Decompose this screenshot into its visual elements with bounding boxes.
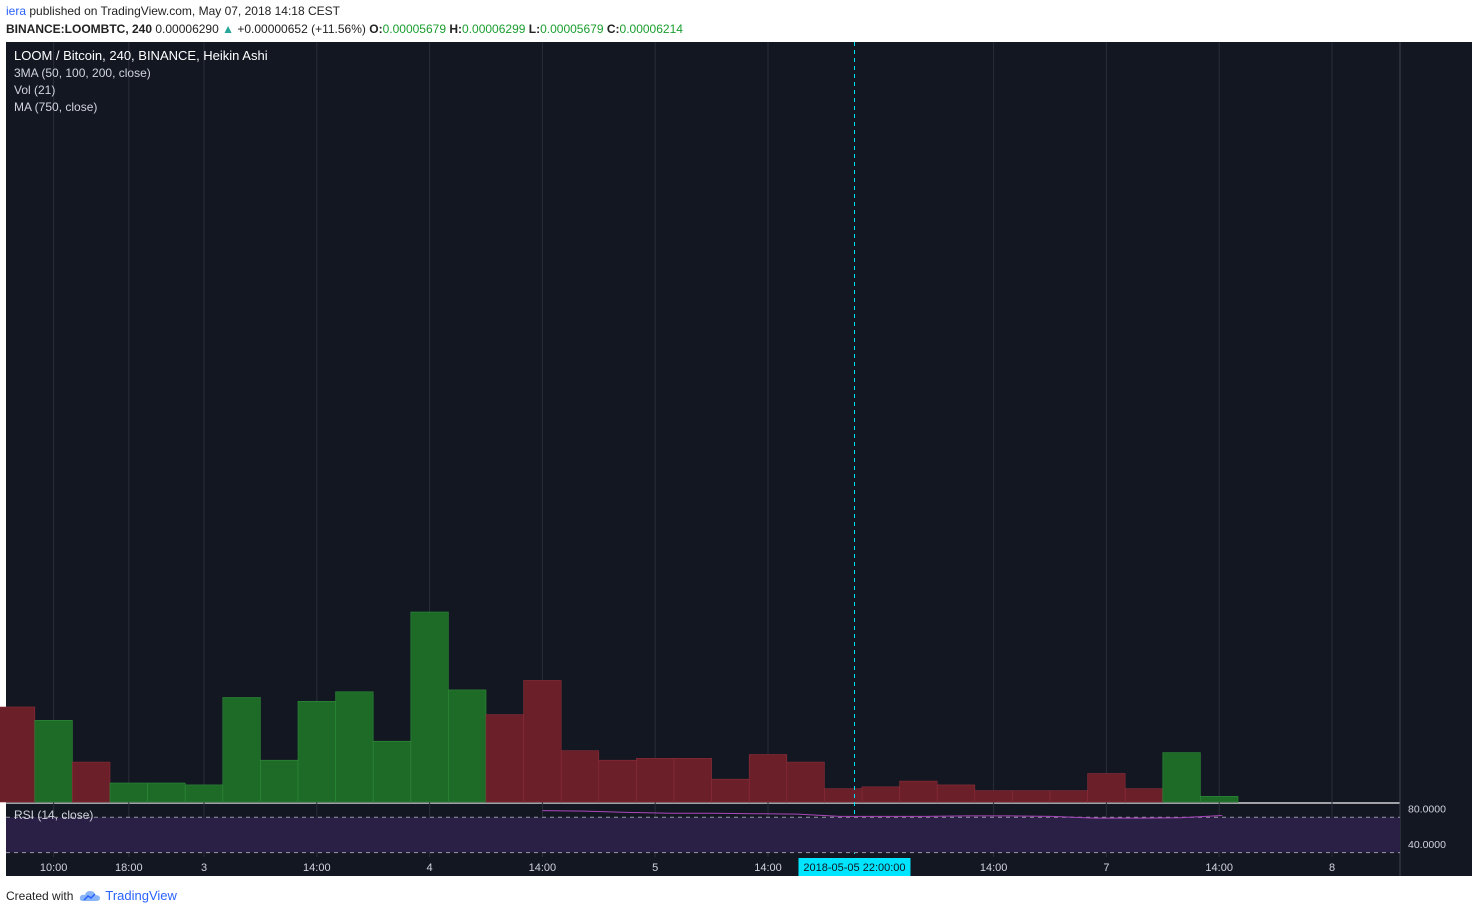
volume-bar — [711, 778, 750, 803]
time-tick-label: 7 — [1103, 862, 1109, 874]
volume-bar — [485, 714, 524, 803]
price-axis — [1400, 42, 1472, 876]
volume-bar — [523, 680, 562, 803]
volume-bar — [0, 706, 36, 803]
created-with: Created with TradingView — [6, 888, 177, 903]
legend-rsi: RSI (14, close) — [14, 808, 93, 822]
rsi-tick-label: 80.0000 — [1408, 803, 1446, 815]
time-tick-label: 14:00 — [1205, 862, 1233, 874]
author-link[interactable]: iera — [6, 4, 27, 18]
volume-bar — [748, 754, 788, 803]
volume-bar — [824, 788, 863, 803]
time-tick-label: 8 — [1329, 862, 1335, 874]
volume-bar — [297, 700, 336, 803]
header: iera published on TradingView.com, May 0… — [0, 0, 1476, 42]
time-tick-label: 10:00 — [40, 862, 68, 874]
volume-bar — [1124, 788, 1164, 803]
rsi-band — [6, 817, 1400, 853]
time-axis — [6, 857, 1400, 876]
up-triangle-icon: ▲ — [222, 22, 234, 36]
volume-bar — [636, 757, 675, 803]
volume-bar — [786, 761, 825, 803]
time-tick-label: 18:00 — [115, 862, 143, 874]
volume-bar — [673, 757, 712, 803]
rsi-tick-label: 40.0000 — [1408, 839, 1446, 851]
volume-bar — [72, 761, 111, 803]
volume-bar — [936, 784, 976, 803]
volume-bar — [34, 719, 73, 803]
time-tick-label: 14:00 — [303, 862, 331, 874]
high-label: H: — [449, 22, 463, 36]
crosshair-time-box — [798, 858, 911, 876]
time-tick-label: 14:00 — [754, 862, 782, 874]
volume-bar — [372, 740, 412, 803]
time-tick-label: 4 — [427, 862, 433, 874]
low-label: L: — [528, 22, 541, 36]
volume-bar — [1162, 752, 1201, 803]
volume-bar — [335, 691, 374, 803]
rsi-line — [542, 810, 1223, 819]
volume-bar — [109, 782, 148, 803]
volume-bar — [410, 611, 449, 803]
publish-text: published on TradingView.com, May 07, 20… — [29, 4, 340, 18]
volume-bar — [260, 759, 299, 803]
volume-bar — [147, 782, 186, 803]
legend-title: LOOM / Bitcoin, 240, BINANCE, Heikin Ash… — [14, 48, 268, 63]
time-tick-label: 5 — [652, 862, 658, 874]
close-label: C: — [606, 22, 620, 36]
tradingview-brand: TradingView — [105, 888, 177, 903]
volume-bar — [899, 780, 938, 803]
volume-bar — [1087, 773, 1126, 803]
last-price: 0.00006290 — [155, 22, 219, 36]
time-tick-label: 14:00 — [529, 862, 557, 874]
symbol-line: BINANCE:LOOMBTC, 240 0.00006290 ▲ +0.000… — [6, 22, 683, 36]
legend-ma750: MA (750, close) — [14, 100, 97, 114]
legend-vol: Vol (21) — [14, 83, 55, 97]
open-label: O: — [369, 22, 383, 36]
volume-bar — [861, 786, 900, 803]
crosshair-time-label: 2018-05-05 22:00:00 — [803, 862, 905, 874]
low-value: 0.00005679 — [540, 22, 604, 36]
time-tick-label: 3 — [201, 862, 207, 874]
time-tick-label: 14:00 — [980, 862, 1008, 874]
cloud-icon — [80, 890, 101, 901]
volume-bar — [184, 784, 224, 803]
high-value: 0.00006299 — [462, 22, 526, 36]
close-value: 0.00006214 — [619, 22, 683, 36]
legend-ma3: 3MA (50, 100, 200, close) — [14, 66, 151, 80]
tradingview-logo[interactable]: TradingView — [79, 888, 177, 903]
footer: Created with TradingView — [0, 880, 1476, 913]
volume-bar — [1049, 790, 1088, 803]
volume-bar — [974, 790, 1013, 803]
created-with-text: Created with — [6, 888, 74, 903]
chart-area[interactable]: 10:00 18:00 3 14:00 4 14:00 5 14:00 14:00 7 14:00 8… — [0, 42, 1476, 880]
volume-bar — [1012, 790, 1051, 803]
volume-bar — [448, 689, 487, 803]
open-value: 0.00005679 — [382, 22, 446, 36]
volume-bar — [1200, 795, 1239, 803]
volume-bar — [222, 697, 261, 803]
main-pane — [6, 42, 1400, 802]
volume-bar — [560, 750, 600, 803]
publish-line: iera published on TradingView.com, May 0… — [6, 4, 340, 18]
volume-bar — [598, 759, 637, 803]
change-text: +0.00000652 (+11.56%) — [237, 22, 366, 36]
symbol-text: BINANCE:LOOMBTC, 240 — [6, 22, 153, 36]
